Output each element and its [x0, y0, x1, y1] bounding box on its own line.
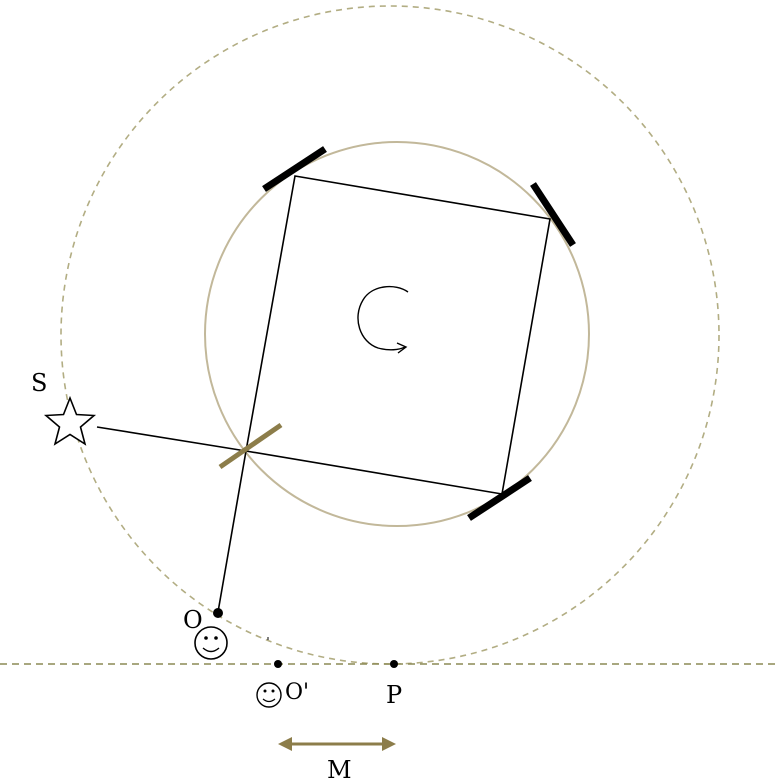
dashed-orbit-circle: [60, 5, 720, 665]
star-icon: [43, 395, 97, 446]
rotation-arrow-icon: [357, 285, 409, 354]
light-path-square: [245, 175, 551, 495]
source-ray: [96, 426, 247, 452]
output-ray: [217, 450, 247, 613]
observer-label: O: [183, 606, 203, 634]
motion-label: M: [327, 756, 352, 780]
source-label: S: [31, 369, 47, 397]
mirror-bottom-right: [467, 475, 532, 521]
smiley-icon: [256, 682, 282, 708]
beam-splitter: [218, 422, 283, 470]
smiley-icon: [194, 626, 228, 660]
inner-circle: [204, 141, 590, 527]
point-p-dot: [390, 660, 398, 668]
observer-moved-dot: [274, 660, 282, 668]
mirror-top-left: [262, 146, 327, 192]
point-p-label: P: [386, 681, 402, 709]
mirror-top-right: [530, 182, 576, 247]
motion-arrow: [278, 737, 396, 751]
observer-dot: [213, 608, 223, 618]
observer-moved-label: O': [285, 680, 309, 705]
